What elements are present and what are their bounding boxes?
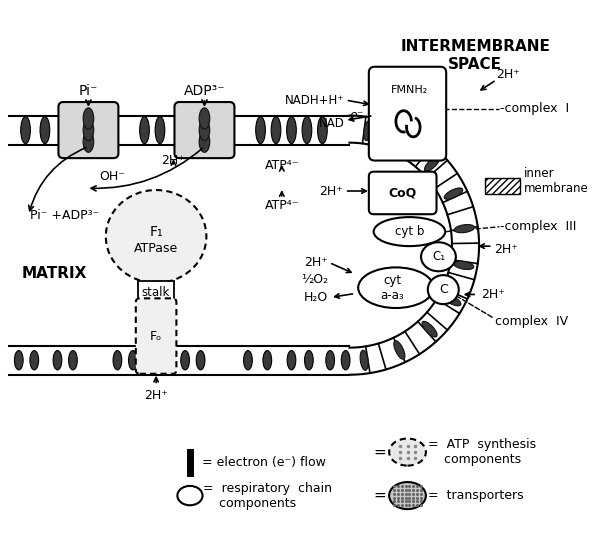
Text: =: = bbox=[373, 488, 386, 503]
Text: cyt b: cyt b bbox=[395, 225, 424, 238]
Text: H₂O: H₂O bbox=[304, 291, 328, 304]
Text: =: = bbox=[373, 445, 386, 460]
Ellipse shape bbox=[341, 350, 350, 370]
Text: ATP⁴⁻: ATP⁴⁻ bbox=[265, 199, 299, 211]
Ellipse shape bbox=[444, 188, 463, 199]
Ellipse shape bbox=[326, 350, 335, 370]
Ellipse shape bbox=[40, 117, 50, 143]
Text: ½O₂: ½O₂ bbox=[301, 273, 328, 286]
Ellipse shape bbox=[287, 117, 296, 143]
Text: 2H⁺: 2H⁺ bbox=[144, 389, 168, 402]
Ellipse shape bbox=[68, 350, 77, 370]
Text: cyt
a-a₃: cyt a-a₃ bbox=[380, 274, 404, 302]
Text: 2H⁺: 2H⁺ bbox=[494, 243, 518, 256]
Ellipse shape bbox=[287, 350, 296, 370]
Text: C₁: C₁ bbox=[432, 250, 445, 263]
Text: Pi⁻: Pi⁻ bbox=[79, 84, 98, 98]
Ellipse shape bbox=[454, 261, 474, 270]
Text: stalk: stalk bbox=[142, 286, 170, 299]
Text: CoQ: CoQ bbox=[389, 186, 417, 199]
Text: =  transporters: = transporters bbox=[428, 489, 523, 502]
Text: 2H⁺: 2H⁺ bbox=[161, 154, 185, 167]
Ellipse shape bbox=[443, 294, 461, 306]
Text: ATP⁴⁻: ATP⁴⁻ bbox=[265, 158, 299, 172]
FancyBboxPatch shape bbox=[136, 299, 176, 374]
Ellipse shape bbox=[397, 133, 409, 151]
Text: ADP³⁻: ADP³⁻ bbox=[184, 84, 225, 98]
Text: F₁: F₁ bbox=[149, 225, 163, 239]
Ellipse shape bbox=[155, 117, 165, 143]
Ellipse shape bbox=[305, 350, 313, 370]
Text: MATRIX: MATRIX bbox=[22, 266, 87, 281]
Text: Pi⁻ +ADP³⁻: Pi⁻ +ADP³⁻ bbox=[31, 209, 100, 222]
Text: C: C bbox=[439, 283, 448, 296]
Ellipse shape bbox=[389, 482, 426, 509]
Text: =  respiratory  chain
    components: = respiratory chain components bbox=[203, 482, 332, 509]
Text: FMNH₂: FMNH₂ bbox=[391, 85, 428, 95]
Text: NAD: NAD bbox=[319, 117, 344, 130]
Ellipse shape bbox=[256, 117, 265, 143]
Text: -complex  III: -complex III bbox=[500, 220, 577, 233]
Ellipse shape bbox=[83, 108, 94, 129]
Text: 2H⁺: 2H⁺ bbox=[319, 185, 343, 198]
FancyBboxPatch shape bbox=[175, 102, 235, 158]
Ellipse shape bbox=[128, 350, 137, 370]
Ellipse shape bbox=[178, 486, 203, 505]
Text: NADH+H⁺: NADH+H⁺ bbox=[285, 94, 344, 107]
Bar bbox=[138, 281, 175, 304]
Ellipse shape bbox=[181, 350, 190, 370]
Text: =  ATP  synthesis
    components: = ATP synthesis components bbox=[428, 438, 536, 466]
Text: 2H⁺: 2H⁺ bbox=[481, 288, 505, 301]
Ellipse shape bbox=[424, 156, 440, 171]
Text: ATPase: ATPase bbox=[134, 242, 178, 254]
Ellipse shape bbox=[302, 117, 312, 143]
Ellipse shape bbox=[317, 117, 327, 143]
FancyBboxPatch shape bbox=[369, 172, 437, 214]
Ellipse shape bbox=[83, 119, 94, 141]
Ellipse shape bbox=[14, 350, 23, 370]
Ellipse shape bbox=[199, 108, 210, 129]
Ellipse shape bbox=[389, 439, 426, 465]
FancyBboxPatch shape bbox=[369, 67, 446, 161]
Text: 2H⁺: 2H⁺ bbox=[304, 256, 328, 269]
Ellipse shape bbox=[454, 224, 475, 233]
Text: OH⁻: OH⁻ bbox=[100, 170, 125, 183]
Ellipse shape bbox=[263, 350, 272, 370]
Ellipse shape bbox=[21, 117, 31, 143]
Text: 2H⁺: 2H⁺ bbox=[496, 69, 520, 81]
Ellipse shape bbox=[53, 350, 62, 370]
Text: -complex  I: -complex I bbox=[500, 102, 569, 116]
Ellipse shape bbox=[421, 242, 456, 271]
Text: = electron (e⁻) flow: = electron (e⁻) flow bbox=[202, 456, 325, 469]
Ellipse shape bbox=[106, 190, 206, 283]
Ellipse shape bbox=[364, 121, 372, 141]
Text: INTERMEMBRANE
SPACE: INTERMEMBRANE SPACE bbox=[400, 40, 550, 72]
Ellipse shape bbox=[360, 350, 368, 371]
Ellipse shape bbox=[30, 350, 38, 370]
Text: inner
membrane: inner membrane bbox=[524, 167, 588, 195]
Ellipse shape bbox=[113, 350, 122, 370]
Text: e⁻: e⁻ bbox=[349, 109, 364, 122]
Ellipse shape bbox=[358, 267, 434, 308]
Ellipse shape bbox=[374, 217, 445, 246]
Ellipse shape bbox=[271, 117, 281, 143]
Ellipse shape bbox=[422, 321, 437, 337]
Ellipse shape bbox=[196, 350, 205, 370]
Ellipse shape bbox=[428, 275, 459, 304]
Ellipse shape bbox=[83, 131, 94, 152]
Ellipse shape bbox=[394, 340, 405, 359]
Ellipse shape bbox=[244, 350, 253, 370]
Ellipse shape bbox=[199, 119, 210, 141]
Bar bbox=[485, 179, 520, 194]
Text: Fₒ: Fₒ bbox=[150, 330, 162, 343]
FancyBboxPatch shape bbox=[58, 102, 118, 158]
Ellipse shape bbox=[140, 117, 149, 143]
PathPatch shape bbox=[349, 116, 479, 375]
Text: complex  IV: complex IV bbox=[494, 315, 568, 328]
Ellipse shape bbox=[199, 131, 210, 152]
